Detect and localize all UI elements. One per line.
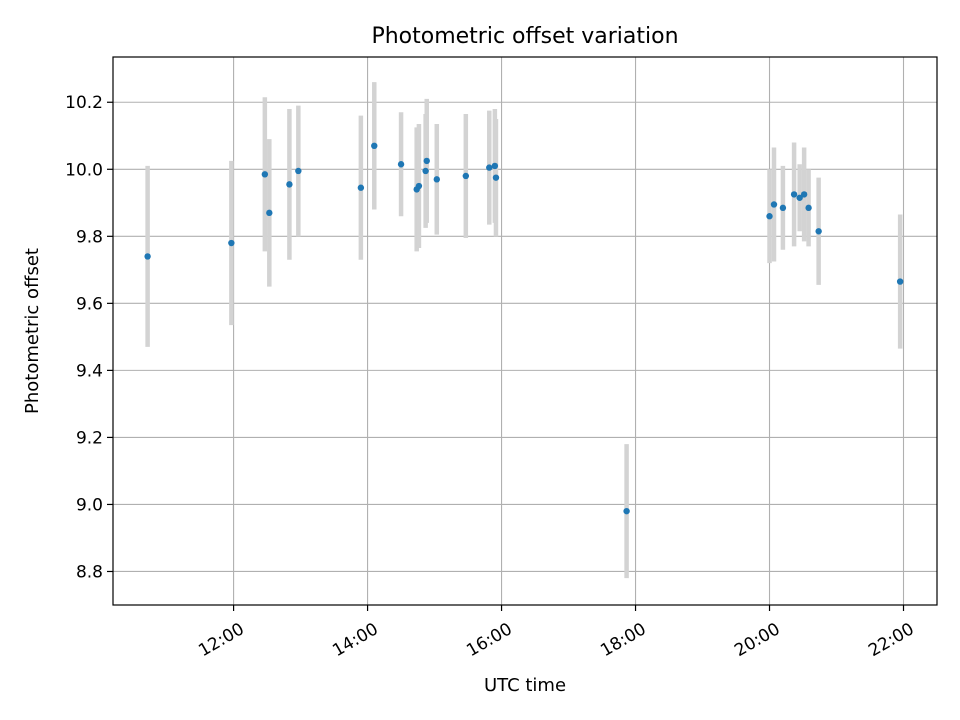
data-point bbox=[266, 209, 273, 217]
data-point bbox=[357, 184, 365, 191]
y-tick-label: 9.4 bbox=[76, 361, 103, 381]
data-point bbox=[423, 157, 430, 165]
data-point bbox=[492, 174, 500, 181]
x-tick-label: 12:00 bbox=[195, 619, 247, 661]
data-point bbox=[770, 201, 778, 208]
y-tick-label: 9.8 bbox=[76, 227, 103, 247]
x-tick-label: 14:00 bbox=[329, 619, 381, 661]
y-tick-label: 9.2 bbox=[76, 428, 103, 448]
grid-lines bbox=[113, 57, 937, 605]
data-point bbox=[286, 181, 293, 188]
data-point bbox=[422, 167, 429, 175]
data-point bbox=[486, 164, 493, 171]
data-point bbox=[295, 167, 302, 175]
y-tick-label: 9.6 bbox=[76, 294, 103, 314]
data-point bbox=[433, 176, 440, 183]
x-tick-label: 16:00 bbox=[463, 619, 515, 661]
data-point bbox=[144, 253, 151, 260]
data-point bbox=[779, 204, 787, 212]
x-axis-label: UTC time bbox=[484, 675, 566, 696]
data-point bbox=[796, 194, 803, 201]
data-markers bbox=[144, 142, 904, 515]
data-point bbox=[815, 228, 822, 235]
data-point bbox=[896, 278, 904, 285]
y-tick-label: 8.8 bbox=[76, 562, 103, 582]
data-point bbox=[415, 182, 423, 190]
x-axis-ticks: 12:00 14:00 16:00 18:00 20:00 22:00 bbox=[195, 605, 918, 661]
data-point bbox=[462, 172, 470, 180]
data-point bbox=[800, 191, 808, 198]
x-tick-label: 20:00 bbox=[731, 619, 783, 661]
data-point bbox=[491, 162, 499, 170]
y-axis-label: Photometric offset bbox=[22, 248, 43, 414]
y-tick-label: 10.2 bbox=[65, 93, 103, 113]
y-tick-label: 9.0 bbox=[76, 495, 103, 515]
data-point bbox=[805, 204, 812, 212]
y-axis-ticks: 8.8 9.0 9.2 9.4 9.6 9.8 10.0 10.2 bbox=[65, 93, 113, 582]
x-tick-label: 22:00 bbox=[865, 619, 917, 661]
y-tick-label: 10.0 bbox=[65, 160, 103, 180]
data-point bbox=[228, 239, 235, 247]
data-point bbox=[397, 161, 405, 168]
data-point bbox=[371, 142, 378, 150]
chart-title: Photometric offset variation bbox=[371, 24, 678, 49]
error-bars bbox=[145, 82, 903, 579]
x-tick-label: 18:00 bbox=[597, 619, 649, 661]
plot-frame bbox=[112, 56, 938, 606]
data-point bbox=[790, 191, 798, 198]
data-point bbox=[766, 213, 773, 220]
data-point bbox=[623, 507, 630, 515]
data-point bbox=[261, 171, 269, 178]
